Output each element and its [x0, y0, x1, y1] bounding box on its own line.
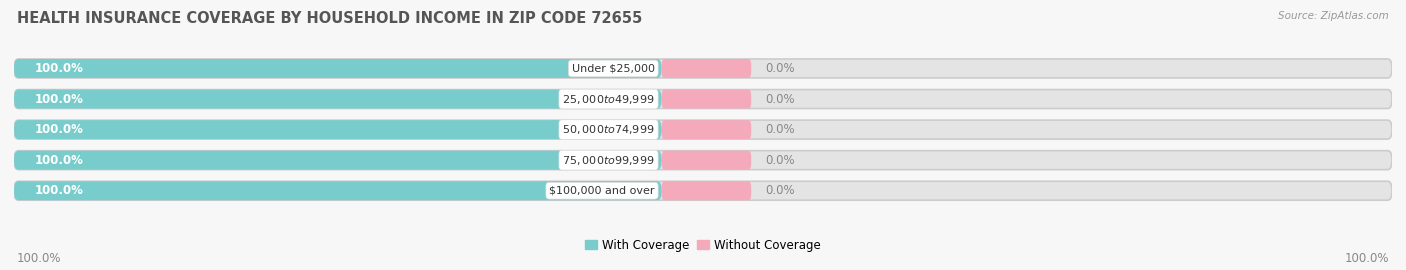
FancyBboxPatch shape: [14, 120, 662, 139]
FancyBboxPatch shape: [14, 181, 1392, 200]
FancyBboxPatch shape: [662, 90, 751, 109]
Text: $100,000 and over: $100,000 and over: [550, 186, 655, 196]
FancyBboxPatch shape: [662, 120, 751, 139]
Text: 100.0%: 100.0%: [17, 252, 62, 265]
Legend: With Coverage, Without Coverage: With Coverage, Without Coverage: [581, 234, 825, 256]
Text: 0.0%: 0.0%: [765, 62, 794, 75]
Text: 100.0%: 100.0%: [1344, 252, 1389, 265]
Text: 100.0%: 100.0%: [35, 154, 83, 167]
FancyBboxPatch shape: [662, 59, 751, 78]
Text: 0.0%: 0.0%: [765, 184, 794, 197]
Text: 100.0%: 100.0%: [35, 62, 83, 75]
FancyBboxPatch shape: [662, 151, 751, 170]
Text: $50,000 to $74,999: $50,000 to $74,999: [562, 123, 655, 136]
FancyBboxPatch shape: [14, 181, 662, 200]
FancyBboxPatch shape: [662, 181, 751, 200]
Text: 100.0%: 100.0%: [35, 184, 83, 197]
Text: HEALTH INSURANCE COVERAGE BY HOUSEHOLD INCOME IN ZIP CODE 72655: HEALTH INSURANCE COVERAGE BY HOUSEHOLD I…: [17, 11, 643, 26]
FancyBboxPatch shape: [14, 151, 1392, 170]
FancyBboxPatch shape: [14, 90, 662, 109]
Text: 100.0%: 100.0%: [35, 123, 83, 136]
Text: Source: ZipAtlas.com: Source: ZipAtlas.com: [1278, 11, 1389, 21]
Text: 0.0%: 0.0%: [765, 93, 794, 106]
Text: Under $25,000: Under $25,000: [572, 63, 655, 73]
FancyBboxPatch shape: [14, 151, 662, 170]
FancyBboxPatch shape: [14, 59, 1392, 78]
Text: $25,000 to $49,999: $25,000 to $49,999: [562, 93, 655, 106]
Text: 0.0%: 0.0%: [765, 123, 794, 136]
Text: $75,000 to $99,999: $75,000 to $99,999: [562, 154, 655, 167]
FancyBboxPatch shape: [14, 59, 662, 78]
Text: 100.0%: 100.0%: [35, 93, 83, 106]
Text: 0.0%: 0.0%: [765, 154, 794, 167]
FancyBboxPatch shape: [14, 120, 1392, 139]
FancyBboxPatch shape: [14, 90, 1392, 109]
